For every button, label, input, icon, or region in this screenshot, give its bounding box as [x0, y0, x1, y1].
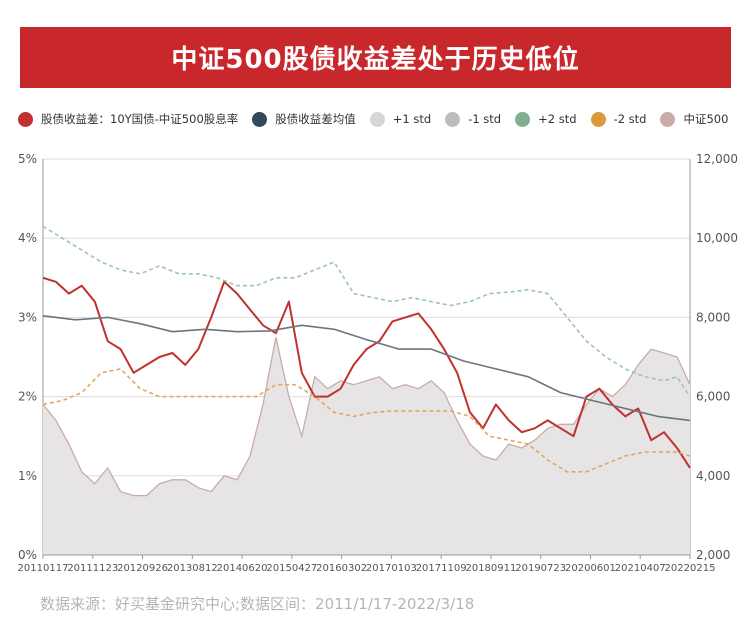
x-tick-label: 20210407 — [615, 563, 666, 574]
legend-swatch-csi500 — [660, 111, 676, 127]
y-left-tick-label: 3% — [18, 310, 37, 324]
y-right-tick-label: 6,000 — [696, 390, 730, 404]
legend-swatch-minus2std — [590, 111, 606, 127]
y-right-tick-label: 12,000 — [696, 152, 738, 166]
legend-item-spread: 股债收益差：10Y国债-中证500股息率 — [18, 111, 238, 127]
chart-title: 中证500股债收益差处于历史低位 — [171, 45, 580, 75]
x-tick-label: 20180911 — [465, 563, 516, 574]
x-tick-label: 20130812 — [167, 563, 218, 574]
legend-label-mean: 股债收益差均值 — [275, 112, 356, 126]
y-left-tick-label: 5% — [18, 152, 37, 166]
legend-label-spread: 股债收益差：10Y国债-中证500股息率 — [41, 112, 239, 126]
y-left-tick-label: 2% — [18, 390, 37, 404]
legend-item-csi500: 中证500 — [660, 111, 728, 127]
legend-swatch-spread — [18, 111, 33, 127]
legend-item-minus1std: -1 std — [445, 111, 502, 127]
series-line-mean — [42, 315, 691, 422]
legend-swatch-plus2std — [515, 111, 531, 127]
y-left-tick-label: 4% — [18, 231, 37, 245]
legend-swatch-mean — [252, 111, 268, 127]
series-line-minus2std — [42, 368, 691, 473]
legend-item-mean: 股债收益差均值 — [252, 111, 356, 127]
x-tick-label: 20171109 — [416, 563, 467, 574]
series-line-spread — [42, 276, 691, 469]
x-tick-label: 20170103 — [366, 563, 417, 574]
legend-item-plus1std: +1 std — [369, 111, 432, 127]
legend-label-plus2std: +2 std — [538, 112, 577, 126]
legend-label-csi500: 中证500 — [683, 112, 729, 126]
legend-item-minus2std: -2 std — [590, 111, 647, 127]
y-left-tick-label: 1% — [18, 469, 37, 483]
y-right-tick-label: 10,000 — [696, 231, 738, 245]
legend-label-plus1std: +1 std — [392, 112, 432, 126]
y-left-tick-label: 0% — [18, 548, 37, 562]
legend-item-plus2std: +2 std — [515, 111, 577, 127]
x-tick-label: 20110117 — [18, 563, 69, 574]
legend-swatch-minus1std — [445, 111, 461, 127]
legend-swatch-plus1std — [369, 111, 385, 127]
x-tick-label: 20140620 — [217, 563, 268, 574]
x-tick-label: 20200601 — [565, 563, 616, 574]
chart-plot: 0% 1% 2% 3% 4% 5% 2,000 4,000 6,000 8,000 10,000 12… — [18, 152, 738, 574]
y-right-tick-label: 2,000 — [696, 548, 730, 562]
legend-label-minus1std: -1 std — [468, 112, 502, 126]
x-tick-label: 20190723 — [515, 563, 566, 574]
series-line-plus1std — [42, 225, 691, 398]
source-note: 数据来源：好买基金研究中心;数据区间：2011/1/17-2022/3/18 — [40, 595, 475, 613]
series-area-csi500 — [43, 337, 690, 555]
x-tick-label: 20160302 — [316, 563, 367, 574]
x-tick-label: 20150427 — [266, 563, 317, 574]
title-banner: 中证500股债收益差处于历史低位 — [20, 27, 731, 88]
legend-label-minus2std: -2 std — [613, 112, 647, 126]
legend: 股债收益差：10Y国债-中证500股息率 股债收益差均值 +1 std -1 s… — [18, 108, 743, 130]
x-tick-label: 20220215 — [665, 563, 716, 574]
y-right-tick-label: 8,000 — [696, 310, 730, 324]
x-tick-label: 20111123 — [67, 563, 118, 574]
x-tick-label: 20120926 — [117, 563, 168, 574]
y-right-tick-label: 4,000 — [696, 469, 730, 483]
